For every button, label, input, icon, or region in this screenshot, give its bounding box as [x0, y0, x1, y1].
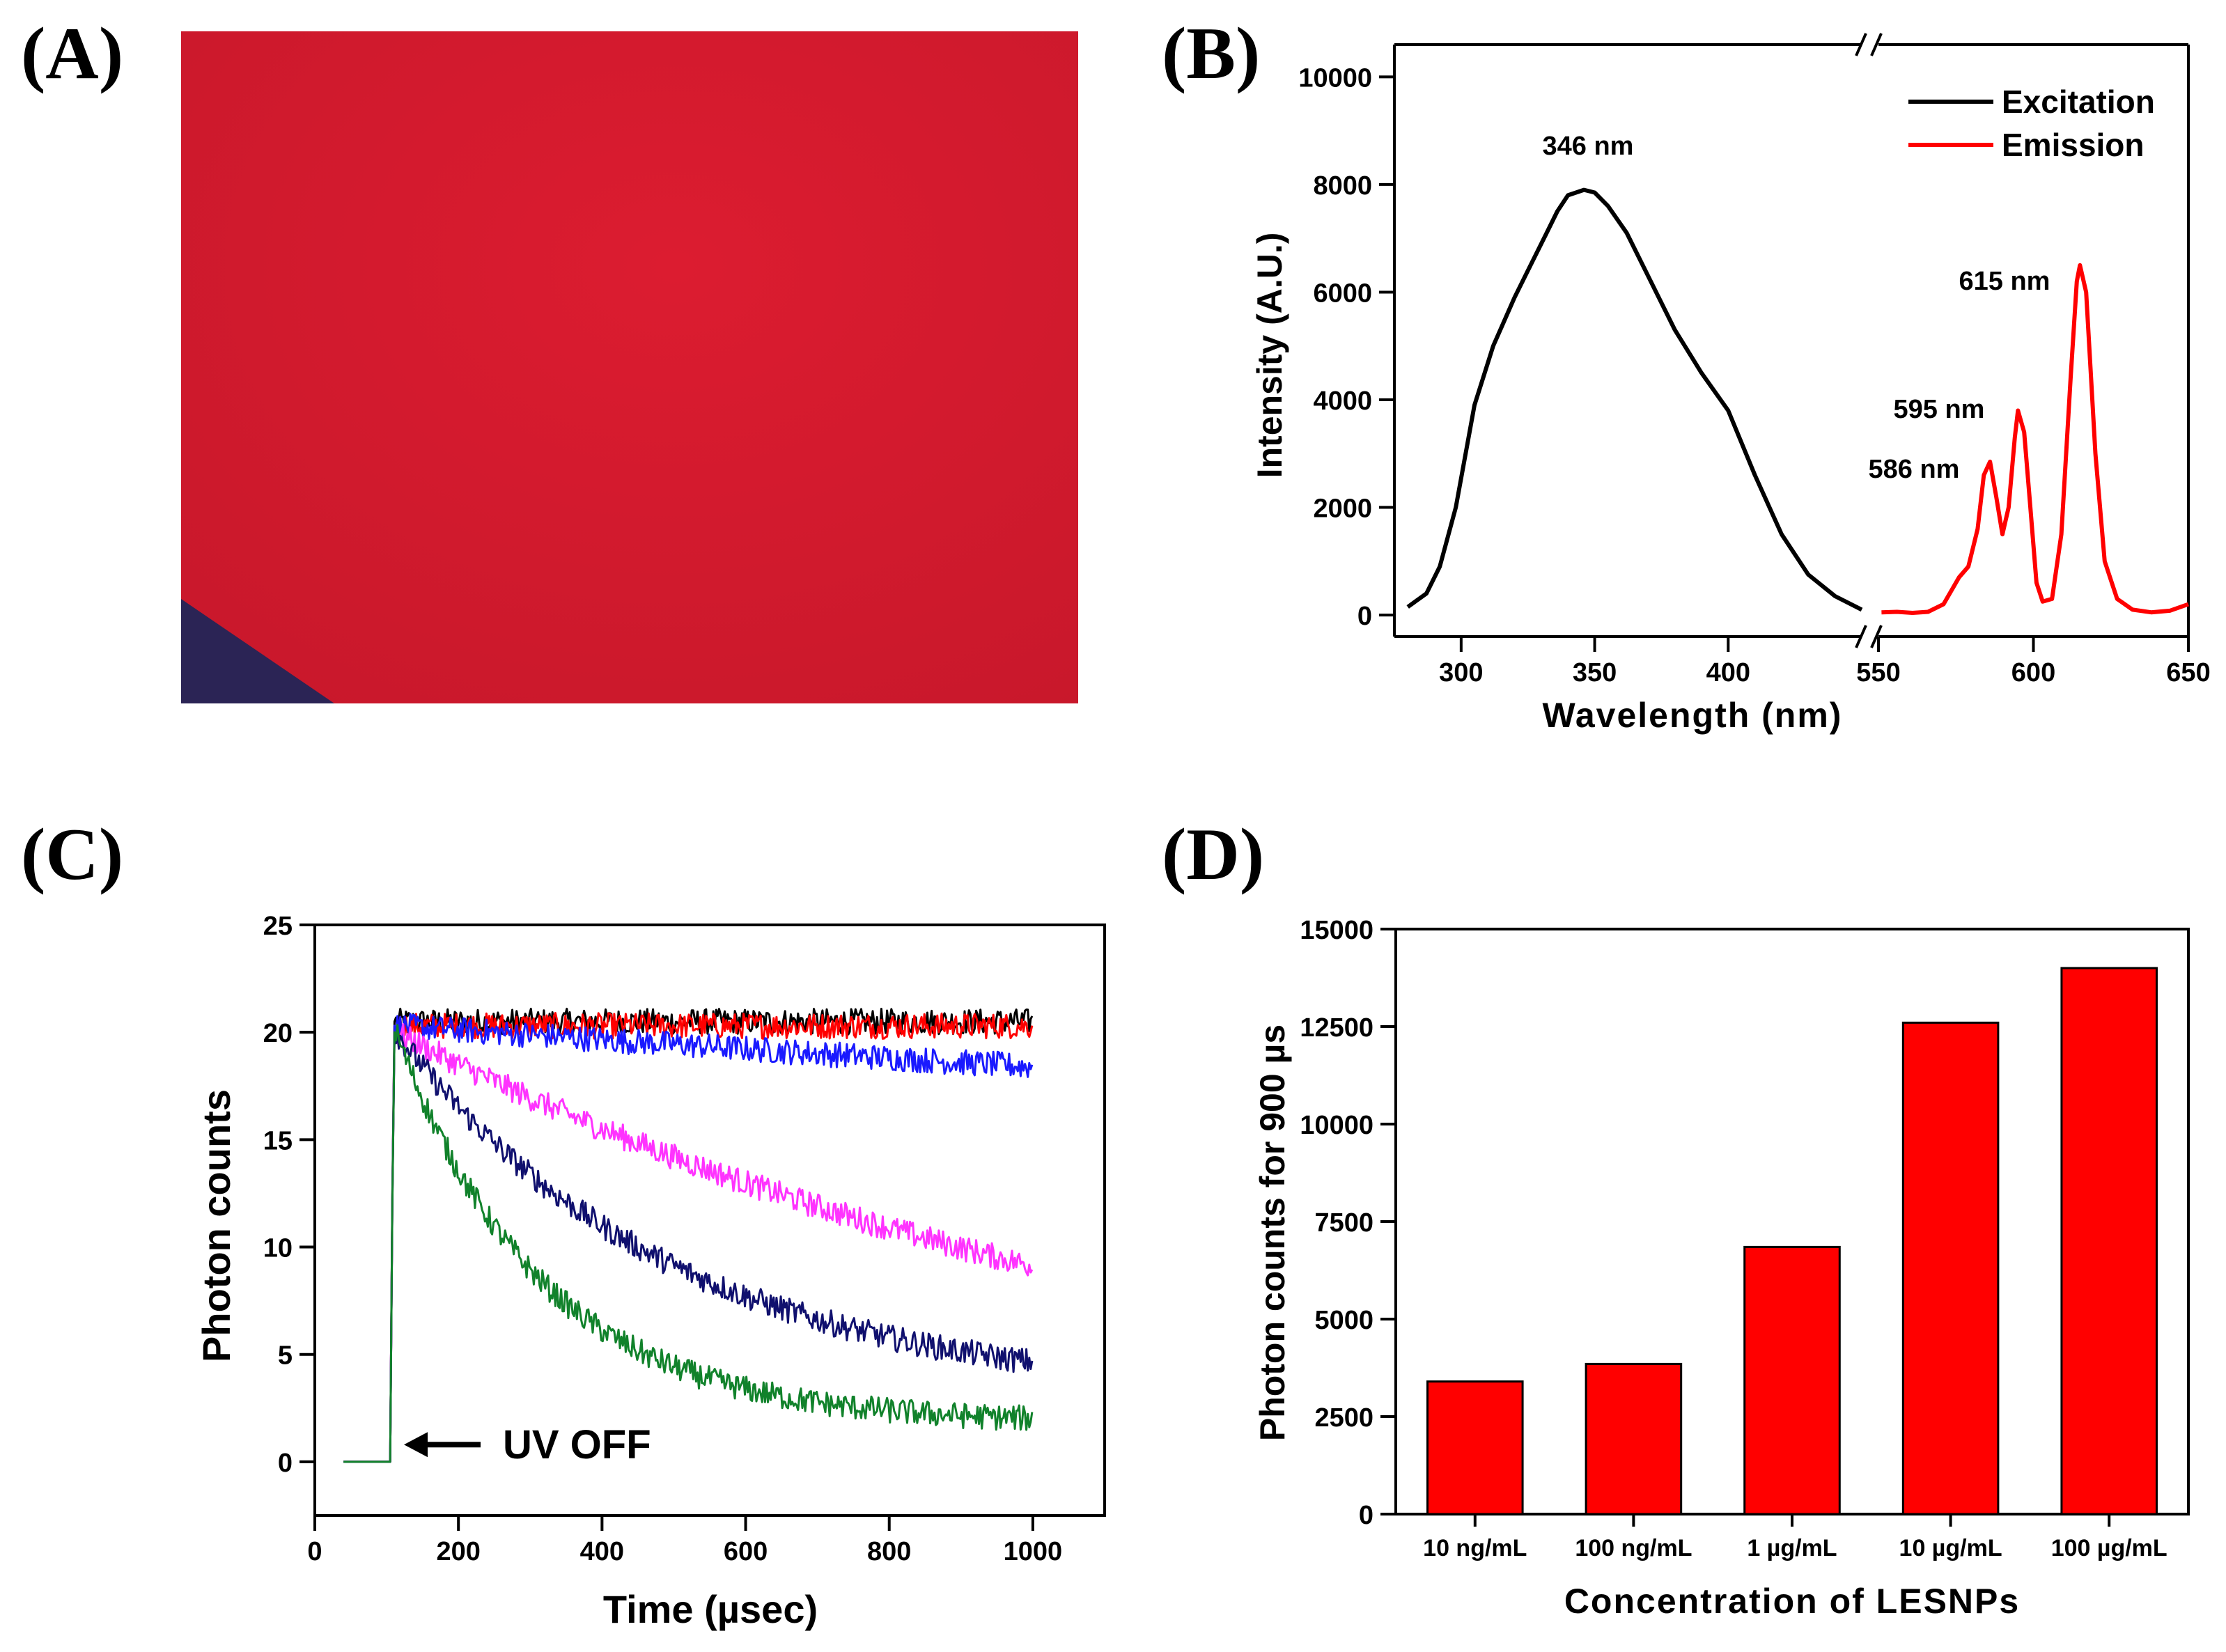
- c-x-tick-label: 1000: [1004, 1537, 1063, 1566]
- b-x-tick-label: 650: [2166, 658, 2210, 687]
- b-y-tick-label: 6000: [1313, 279, 1372, 308]
- c-y-tick-label: 25: [263, 912, 293, 941]
- c-series-line-black: [343, 1007, 1034, 1463]
- chart-b: 0 2000 4000 6000 8000 10000 300 350 400 550 600 650…: [1250, 33, 2211, 735]
- d-x-tick-label: 100 µg/mL: [2051, 1535, 2167, 1561]
- panel-c-letter: (C): [21, 813, 123, 895]
- b-legend-label-excitation: Excitation: [2002, 84, 2155, 120]
- c-x-tick-label: 200: [436, 1537, 480, 1566]
- c-y-tick-label: 20: [263, 1019, 293, 1048]
- chart-d: 0 2500 5000 7500 10000 12500 15000 10 ng/mL 100 …: [1253, 916, 2190, 1621]
- c-uv-off-label: UV OFF: [503, 1422, 651, 1467]
- c-x-tick-label: 800: [867, 1537, 911, 1566]
- c-series-line-navy: [343, 1031, 1034, 1463]
- b-y-tick-label: 10000: [1298, 63, 1372, 93]
- b-legend-label-emission: Emission: [2002, 127, 2145, 163]
- panel-d-letter: (D): [1162, 813, 1264, 895]
- c-y-tick-label: 15: [263, 1126, 293, 1155]
- c-series-line-blue: [343, 1013, 1034, 1463]
- photo-dark-corner: [181, 599, 334, 703]
- red-emission-photo: [181, 31, 1078, 703]
- d-x-tick-label: 100 ng/mL: [1575, 1535, 1692, 1561]
- b-axis-break-mark: [1870, 625, 1883, 648]
- b-x-tick-label: 300: [1439, 658, 1483, 687]
- d-x-tick-label: 10 µg/mL: [1899, 1535, 2002, 1561]
- d-y-tick-label: 2500: [1314, 1403, 1373, 1433]
- d-y-tick-label: 5000: [1314, 1306, 1373, 1335]
- d-y-tick-label: 15000: [1300, 916, 1373, 945]
- c-y-tick-label: 10: [263, 1234, 293, 1263]
- c-x-axis-title: Time (µsec): [603, 1587, 818, 1631]
- d-x-tick-label: 10 ng/mL: [1423, 1535, 1527, 1561]
- b-y-tick-label: 4000: [1313, 387, 1372, 416]
- c-y-tick-label: 5: [278, 1341, 293, 1371]
- b-series-line-emission: [1881, 263, 2189, 615]
- b-axis-break-mark: [1855, 33, 1867, 56]
- c-y-tick-label: 0: [278, 1449, 293, 1478]
- c-x-tick-label: 400: [580, 1537, 624, 1566]
- d-x-tick-label: 1 µg/mL: [1747, 1535, 1837, 1561]
- chart-c: 0 5 10 15 20 25 0 200 400 600 800 1000 Time (µsec) Ph…: [194, 912, 1106, 1631]
- b-peak-annotation: 346 nm: [1543, 132, 1634, 161]
- b-x-tick-label: 600: [2011, 658, 2055, 687]
- b-peak-annotation: 586 nm: [1869, 455, 1960, 484]
- d-bar: [1901, 1021, 2000, 1515]
- d-y-tick-label: 12500: [1300, 1013, 1373, 1043]
- b-series-line-excitation: [1406, 187, 1863, 612]
- d-bar: [1585, 1362, 1683, 1515]
- c-series-line-magenta: [343, 1023, 1034, 1463]
- b-peak-annotation: 615 nm: [1959, 267, 2050, 296]
- panel-a-photo: [181, 31, 1078, 703]
- d-bar: [2060, 967, 2158, 1515]
- d-bar: [1426, 1380, 1524, 1515]
- d-bar: [1743, 1245, 1841, 1515]
- d-y-axis-title: Photon counts for 900 µs: [1253, 1024, 1292, 1441]
- c-plot-frame: [313, 924, 1106, 1517]
- c-series-line-green: [343, 1024, 1034, 1463]
- b-axis-break-mark: [1855, 625, 1867, 648]
- d-x-axis-title: Concentration of LESNPs: [1564, 1582, 2020, 1621]
- c-y-axis-title: Photon counts: [194, 1089, 238, 1362]
- d-y-tick-label: 10000: [1300, 1111, 1373, 1140]
- b-y-axis-title: Intensity (A.U.): [1250, 233, 1289, 478]
- d-y-tick-label: 7500: [1314, 1208, 1373, 1238]
- b-peak-annotation: 595 nm: [1894, 395, 1985, 424]
- c-x-tick-label: 600: [724, 1537, 768, 1566]
- b-y-tick-label: 0: [1357, 602, 1372, 631]
- b-x-axis-title: Wavelength (nm): [1543, 696, 1843, 735]
- c-uv-off-arrowhead: [404, 1432, 428, 1458]
- b-axis-break-mark: [1870, 33, 1883, 56]
- b-y-tick-label: 8000: [1313, 171, 1372, 201]
- b-y-tick-label: 2000: [1313, 494, 1372, 524]
- b-x-tick-label: 400: [1706, 658, 1750, 687]
- b-x-tick-label: 550: [1856, 658, 1900, 687]
- panel-b-letter: (B): [1162, 13, 1260, 94]
- d-y-tick-label: 0: [1359, 1501, 1373, 1530]
- panel-a-letter: (A): [21, 13, 123, 94]
- c-x-tick-label: 0: [307, 1537, 322, 1566]
- b-x-tick-label: 350: [1573, 658, 1617, 687]
